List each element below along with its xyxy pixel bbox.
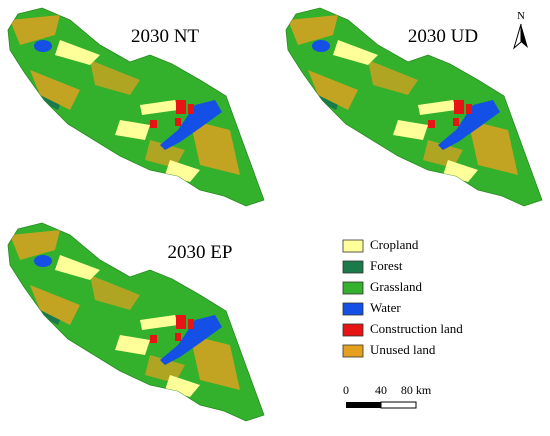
north-label: N <box>517 10 525 22</box>
legend-swatch <box>342 239 364 253</box>
panel-title: 2030 UD <box>408 26 478 47</box>
scale-label: 80 km <box>401 383 432 397</box>
legend-label: Cropland <box>370 237 419 252</box>
legend-label: Forest <box>370 258 403 273</box>
legend-label: Grassland <box>370 279 422 294</box>
legend-swatch <box>342 323 364 337</box>
scale-bar: 0 40 80 km <box>343 383 432 409</box>
legend-label: Unused land <box>370 342 436 357</box>
legend-swatch <box>342 260 364 274</box>
legend-label: Construction land <box>370 321 463 336</box>
legend-swatch <box>342 302 364 316</box>
scale-label: 0 <box>343 383 349 397</box>
legend: Cropland Forest Grassland Water Construction… <box>342 237 463 358</box>
legend-label: Water <box>370 300 401 315</box>
panel-title: 2030 NT <box>131 26 199 47</box>
legend-swatch <box>342 344 364 358</box>
north-arrow: N <box>513 10 528 50</box>
legend-swatch <box>342 281 364 295</box>
scale-label: 40 <box>375 383 387 397</box>
panel-title: 2030 EP <box>168 242 233 263</box>
